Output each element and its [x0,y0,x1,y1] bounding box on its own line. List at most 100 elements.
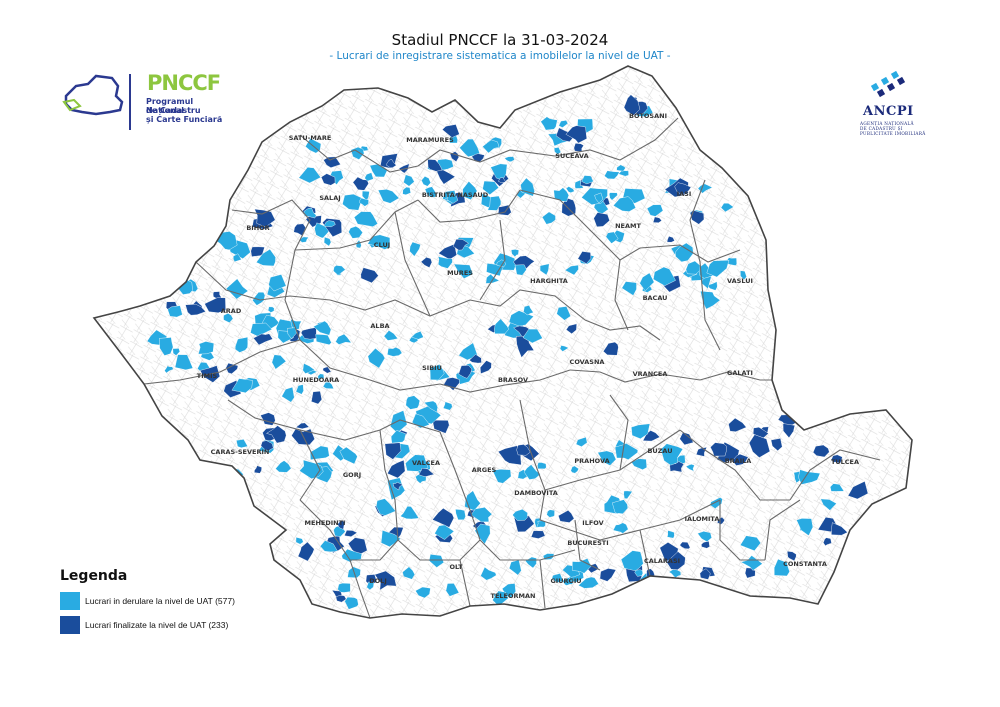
county-border-line [417,189,521,223]
pnccf-line-2: de Cadastru [146,106,201,115]
county-border-line [394,211,431,317]
uat-in-progress [623,490,633,499]
uat-in-progress [348,226,363,239]
uat-in-progress [634,569,644,577]
legend-item-finalized: Lucrari finalizate la nivel de UAT (233) [60,616,280,634]
county-border-line [329,299,471,317]
uat-in-progress [668,569,682,579]
uat-in-progress [428,554,445,568]
uat-in-progress [409,241,421,257]
county-label-teleorman: TELEORMAN [491,592,536,600]
uat-in-progress [581,175,594,185]
uat-finalized [593,212,610,228]
county-border-line [459,559,471,607]
uat-in-progress [375,498,396,516]
county-border-line [299,339,441,391]
uat-in-progress [411,330,424,340]
uat-in-progress [508,559,522,576]
uat-in-progress [482,139,500,154]
uat-in-progress [551,573,564,583]
uat-in-progress [446,193,459,204]
county-border-line [639,244,741,263]
uat-in-progress [562,577,574,586]
uat-in-progress [537,462,547,470]
uat-in-progress [317,373,325,380]
county-border-line [397,539,481,561]
uat-in-progress [487,195,502,211]
uat-in-progress [546,509,555,518]
county-label-ialomita: IALOMITA [685,515,720,523]
uat-in-progress [666,530,675,539]
uat-in-progress [402,186,411,196]
uat-in-progress [504,156,515,162]
uat-finalized [337,520,346,530]
uat-in-progress [653,266,676,287]
uat-finalized [384,442,402,460]
uat-finalized [295,422,310,430]
uat-finalized [782,423,796,439]
uat-in-progress [252,291,266,306]
uat-finalized [392,482,403,491]
uat-in-progress [594,192,604,204]
ancpi-sub-2: DE CADASTRU ȘI [860,126,903,131]
uat-finalized [748,434,771,458]
uat-in-progress [578,576,599,589]
legend-label-in-progress: Lucrari in derulare la nivel de UAT (577… [85,596,235,606]
uat-in-progress [298,167,322,184]
uat-in-progress [415,586,431,599]
county-border-line [195,261,331,301]
uat-in-progress [725,257,738,266]
legend-swatch-finalized [60,616,80,634]
uat-finalized [352,176,369,191]
uat-in-progress [323,220,336,228]
uat-finalized [701,540,710,549]
uat-finalized [335,595,347,603]
uat-in-progress [295,536,304,545]
uat-in-progress [415,474,427,484]
uat-in-progress [167,305,183,318]
county-label-salaj: SALAJ [319,194,340,202]
uat-finalized [320,173,336,186]
county-label-arges: ARGES [472,466,497,474]
uat-in-progress [621,281,637,296]
uat-finalized [344,530,358,537]
uat-finalized [225,362,239,375]
uat-finalized [479,360,492,374]
county-border-line [689,179,721,351]
uat-finalized [732,453,749,466]
uat-in-progress [514,264,527,276]
uat-in-progress [604,170,620,180]
county-label-braila: BRAILA [725,457,752,465]
legend-label-finalized: Lucrari finalizate la nivel de UAT (233) [85,620,229,630]
uat-finalized [360,267,379,284]
uat-in-progress [553,147,562,155]
county-label-valcea: VALCEA [412,459,440,467]
county-border-line [614,259,629,331]
county-border-line [539,499,721,541]
county-label-sibiu: SIBIU [422,364,442,372]
county-border-line [609,394,629,471]
uat-in-progress [424,186,437,198]
uat-in-progress [685,260,701,275]
county-label-timis: TIMIS [197,372,218,380]
uat-finalized [385,159,397,168]
uat-in-progress [523,305,534,316]
pnccf-wordmark: PNCCF [147,71,221,95]
uat-finalized [679,431,694,446]
county-label-calarasi: CALARASI [644,557,680,565]
uat-in-progress [618,170,629,177]
uat-finalized [530,530,546,539]
uat-finalized [831,522,848,536]
uat-finalized [699,568,711,580]
uat-in-progress [706,259,730,278]
uat-in-progress [697,183,713,194]
uat-in-progress [236,439,249,449]
uat-in-progress [660,443,684,466]
uat-in-progress [829,483,845,492]
county-label-prahova: PRAHOVA [574,457,609,465]
uat-in-progress [322,382,335,389]
uat-in-progress [639,272,655,292]
uat-in-progress [697,531,712,543]
uat-in-progress [234,336,249,353]
